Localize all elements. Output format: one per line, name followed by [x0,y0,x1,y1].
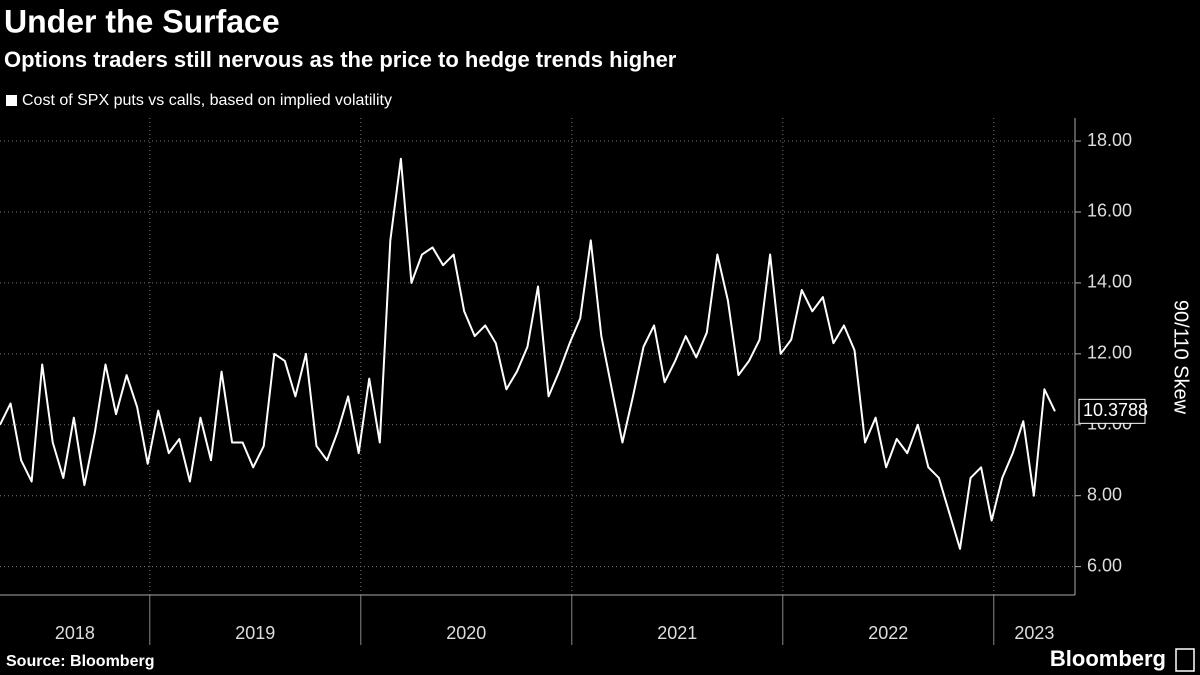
x-tick-label: 2020 [446,623,486,643]
chart-subtitle: Options traders still nervous as the pri… [4,47,677,72]
source: Source: Bloomberg [6,653,154,670]
last-value-box [1078,398,1146,424]
brand-icon [1175,648,1195,672]
y-tick-label: 6.00 [1087,555,1122,575]
legend-label: Cost of SPX puts vs calls, based on impl… [22,92,392,109]
x-tick-label: 2022 [868,623,908,643]
y-tick-label: 18.00 [1087,130,1132,150]
chart-title: Under the Surface [4,3,280,39]
y-tick-label: 8.00 [1087,484,1122,504]
x-tick-label: 2018 [55,623,95,643]
legend-swatch [6,95,17,106]
y-axis-label: 90/110 Skew [1170,300,1192,415]
x-tick-label: 2019 [235,623,275,643]
x-tick-label: 2023 [1014,623,1054,643]
line-series [0,157,1056,550]
y-tick-label: 12.00 [1087,343,1132,363]
brand: Bloomberg [1050,646,1166,671]
y-tick-label: 16.00 [1087,201,1132,221]
x-tick-label: 2021 [657,623,697,643]
y-tick-label: 14.00 [1087,272,1132,292]
last-value-label: 10.3788 [1083,400,1148,420]
